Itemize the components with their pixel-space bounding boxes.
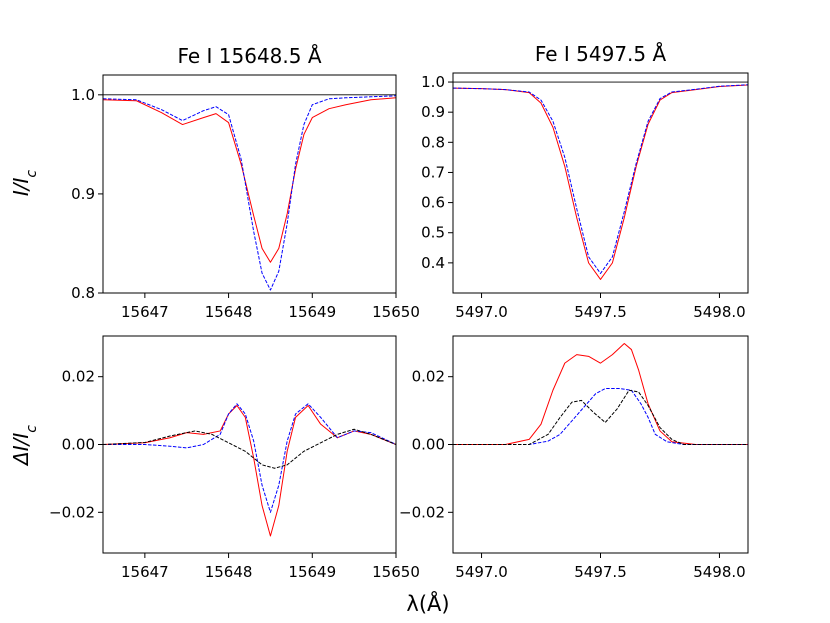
series-line-2 xyxy=(103,95,396,291)
x-tick-label: 5497.0 xyxy=(455,303,508,321)
x-tick-label: 15649 xyxy=(288,303,336,321)
y-tick-label: 0.4 xyxy=(421,254,445,272)
series-line-3 xyxy=(453,389,748,445)
panel-bottom-left: 15647 15648 15649 15650 −0.02 0.00 0.02 xyxy=(49,335,420,581)
series-line-2 xyxy=(453,84,748,274)
series-group xyxy=(453,84,748,280)
panel-title: Fe I 5497.5 Å xyxy=(535,42,667,66)
y-tick-label: −0.02 xyxy=(49,503,95,521)
series-line-1 xyxy=(453,84,748,280)
x-tick-label: 15650 xyxy=(372,563,420,581)
plot-frame xyxy=(102,74,397,294)
x-tick-label: 15650 xyxy=(372,303,420,321)
y-tick-label: 1.0 xyxy=(71,86,95,104)
y-tick-label: 0.00 xyxy=(62,436,95,454)
ylabel-top: I/Ic xyxy=(9,170,40,197)
y-tick-label: 0.6 xyxy=(421,194,445,212)
series-line-1 xyxy=(103,405,396,537)
xlabel: λ(Å) xyxy=(406,590,449,616)
panel-title: Fe I 15648.5 Å xyxy=(177,44,321,68)
x-tick-label: 5498.0 xyxy=(693,303,746,321)
series-line-1 xyxy=(453,342,748,445)
x-tick-label: 15648 xyxy=(205,563,253,581)
y-tick-label: 0.5 xyxy=(421,224,445,242)
x-tick-label: 15647 xyxy=(121,303,169,321)
x-tick-label: 5497.0 xyxy=(455,563,508,581)
series-group xyxy=(103,403,396,537)
series-group xyxy=(103,95,396,291)
ylabel-bottom: ΔI/Ic xyxy=(9,425,40,467)
panel-top-right: Fe I 5497.5 Å 5497.0 5497.5 5498.0 0.4 0.5 0.6… xyxy=(421,42,749,321)
x-tick-label: 5498.0 xyxy=(693,563,746,581)
x-tick-label: 5497.5 xyxy=(574,563,627,581)
y-tick-label: 0.9 xyxy=(421,103,445,121)
plot-frame xyxy=(452,72,749,294)
series-group xyxy=(453,342,748,445)
axis-labels: I/Ic ΔI/Ic λ(Å) xyxy=(9,170,450,616)
y-tick-label: 0.00 xyxy=(412,436,445,454)
y-tick-label: 0.9 xyxy=(71,185,95,203)
y-tick-label: 0.8 xyxy=(421,133,445,151)
series-line-2 xyxy=(103,403,396,513)
x-tick-label: 5497.5 xyxy=(574,303,627,321)
y-tick-label: 0.02 xyxy=(62,368,95,386)
plot-frame xyxy=(102,335,397,554)
x-tick-label: 15649 xyxy=(288,563,336,581)
y-tick-label: 1.0 xyxy=(421,73,445,91)
x-tick-label: 15648 xyxy=(205,303,253,321)
y-tick-label: 0.02 xyxy=(412,368,445,386)
x-tick-label: 15647 xyxy=(121,563,169,581)
series-line-3 xyxy=(103,428,396,469)
series-line-1 xyxy=(103,97,396,263)
series-line-2 xyxy=(453,388,748,445)
panel-bottom-right: 5497.0 5497.5 5498.0 −0.02 0.00 0.02 xyxy=(399,335,749,581)
y-tick-label: 0.8 xyxy=(71,284,95,302)
panel-top-left: Fe I 15648.5 Å 15647 15648 15649 15650 0.8 0.9… xyxy=(71,44,420,321)
y-tick-label: 0.7 xyxy=(421,163,445,181)
y-tick-label: −0.02 xyxy=(399,503,445,521)
panels: Fe I 15648.5 Å 15647 15648 15649 15650 0.8 0.9… xyxy=(49,42,749,581)
